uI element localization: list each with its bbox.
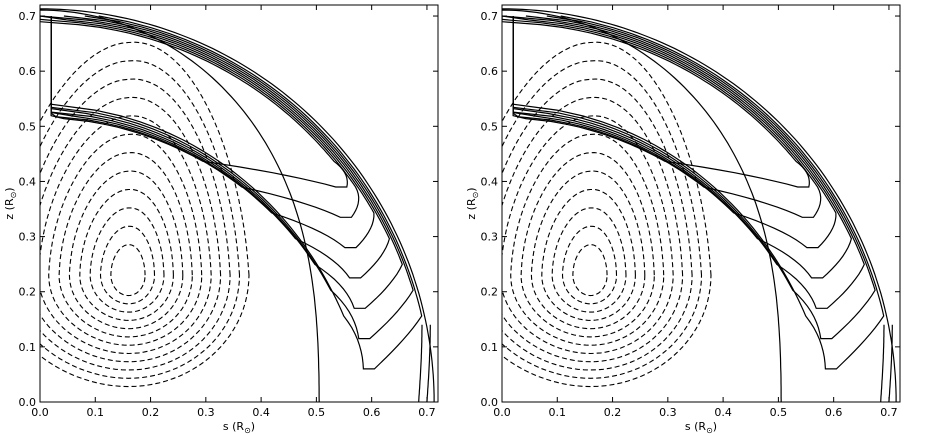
negative-contour: [110, 244, 146, 297]
x-axis-label: s (R⊙): [223, 420, 255, 434]
y-tick-label: 0.4: [19, 175, 37, 188]
negative-contour: [541, 188, 636, 321]
boundary-arc: [502, 8, 897, 402]
negative-contour: [530, 170, 646, 330]
negative-contour: [40, 41, 250, 388]
negative-contour: [68, 170, 184, 330]
y-tick-label: 0.7: [481, 10, 499, 23]
separatrix-contour: [502, 9, 782, 402]
contour-panel-right: 0.0 0.1 0.2 0.3 0.4 0.5 0.6 0.7 0.0 0.1 0.2 0.3 0.4 0…: [465, 4, 901, 434]
x-tick-label: 0.6: [363, 406, 381, 419]
x-tick-label: 0.5: [770, 406, 788, 419]
x-tick-label: 0.5: [308, 406, 326, 419]
x-tick-label: 0.7: [418, 406, 436, 419]
edge-contour: [888, 324, 893, 402]
contour-lines: [502, 8, 897, 402]
x-tick-label: 0.4: [252, 406, 270, 419]
boundary-arc: [40, 8, 435, 402]
negative-contour: [40, 96, 222, 363]
edge-contour: [418, 324, 423, 402]
y-axis-label: z (R⊙): [3, 187, 18, 219]
x-tick-label: 0.6: [825, 406, 843, 419]
y-tick-label: 0.3: [481, 231, 499, 244]
x-tick-label: 0.4: [714, 406, 732, 419]
negative-contour: [58, 152, 193, 338]
negative-contour: [79, 188, 174, 321]
negative-contour: [572, 244, 608, 297]
x-tick-label: 0.7: [880, 406, 898, 419]
positive-contour: [512, 15, 885, 370]
y-tick-label: 0.6: [19, 65, 37, 78]
y-tick-label: 0.0: [19, 396, 37, 409]
edge-contour: [880, 324, 885, 402]
y-tick-label: 0.5: [19, 120, 37, 133]
x-tick-label: 0.3: [659, 406, 677, 419]
x-tick-label: 0.0: [31, 406, 49, 419]
x-tick-label: 0.3: [197, 406, 215, 419]
negative-contour: [502, 60, 703, 379]
plot-frame: [501, 4, 901, 403]
positive-contour: [512, 15, 876, 340]
negative-contour: [520, 152, 655, 338]
negative-contour: [502, 78, 693, 371]
y-tick-label: 0.2: [19, 286, 37, 299]
y-tick-label: 0.3: [19, 231, 37, 244]
y-tick-label: 0.6: [481, 65, 499, 78]
negative-contour: [89, 207, 165, 313]
separatrix-contour: [40, 9, 320, 402]
y-tick-label: 0.7: [19, 10, 37, 23]
negative-contour: [502, 41, 712, 388]
x-tick-label: 0.1: [549, 406, 567, 419]
positive-contour: [50, 15, 414, 340]
negative-contour: [99, 225, 156, 305]
y-tick-label: 0.4: [481, 175, 499, 188]
negative-contour: [48, 133, 203, 346]
plot-frame: [39, 4, 439, 403]
contour-lines: [40, 8, 435, 402]
x-tick-label: 0.1: [87, 406, 105, 419]
y-tick-label: 0.1: [19, 341, 37, 354]
y-tick-label: 0.5: [481, 120, 499, 133]
y-tick-label: 0.1: [481, 341, 499, 354]
negative-contour: [551, 207, 627, 313]
positive-contour: [50, 15, 403, 309]
y-tick-label: 0.2: [481, 286, 499, 299]
negative-contour: [40, 60, 241, 379]
y-tick-label: 0.0: [481, 396, 499, 409]
positive-contour: [50, 15, 423, 370]
x-tick-label: 0.0: [493, 406, 511, 419]
negative-contour: [502, 96, 684, 363]
x-axis-label: s (R⊙): [685, 420, 717, 434]
negative-contour: [40, 78, 231, 371]
y-axis-label: z (R⊙): [465, 187, 480, 219]
contour-panel-left: 0.0 0.1 0.2 0.3 0.4 0.5 0.6 0.7 0.0 0.1 0.2 0.3 0.4 0…: [3, 4, 439, 434]
negative-contour: [40, 115, 212, 355]
negative-contour: [561, 225, 618, 305]
edge-contour: [426, 324, 431, 402]
negative-contour: [510, 133, 665, 346]
x-tick-label: 0.2: [604, 406, 622, 419]
negative-contour: [502, 115, 674, 355]
positive-contour: [512, 15, 865, 309]
x-tick-label: 0.2: [142, 406, 160, 419]
